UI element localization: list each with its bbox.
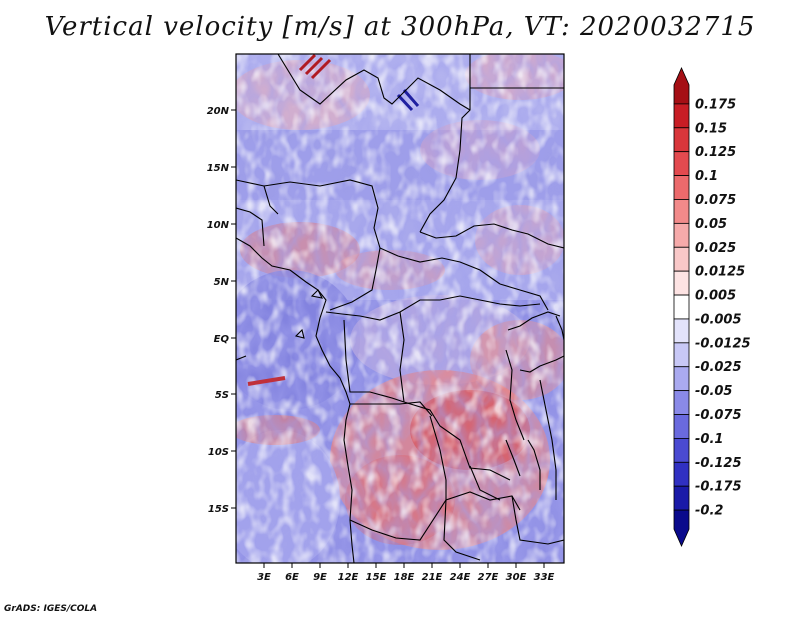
colorbar-segment bbox=[673, 67, 690, 105]
colorbar-segment bbox=[673, 342, 690, 368]
colorbar-label: 0.175 bbox=[695, 97, 736, 112]
lon-label-9e: 9E bbox=[313, 572, 327, 583]
colorbar-label: -0.125 bbox=[695, 456, 742, 471]
colorbar-segment bbox=[673, 509, 690, 547]
lat-label-eq: EQ bbox=[214, 334, 230, 345]
colorbar-segment bbox=[673, 294, 690, 320]
lon-label-27e: 27E bbox=[478, 572, 499, 583]
lon-label-6e: 6E bbox=[285, 572, 299, 583]
colorbar-segment bbox=[673, 151, 690, 176]
colorbar-segment bbox=[673, 318, 690, 344]
colorbar-label: 0.025 bbox=[695, 241, 736, 256]
lon-label-15e: 15E bbox=[366, 572, 387, 583]
chart-title: Vertical velocity [m/s] at 300hPa, VT: 2… bbox=[44, 12, 756, 42]
latitude-labels: 20N 15N 10N 5N EQ 5S 10S 15S bbox=[207, 106, 230, 515]
lon-label-24e: 24E bbox=[450, 572, 471, 583]
colorbar-segment bbox=[673, 390, 690, 415]
colorbar-label: -0.05 bbox=[695, 384, 732, 399]
lat-label-20n: 20N bbox=[207, 106, 230, 117]
colorbar: 0.175 0.15 0.125 0.1 0.075 0.05 0.025 0.0125 0.0… bbox=[673, 67, 751, 547]
colorbar-label: 0.05 bbox=[695, 217, 727, 232]
colorbar-label: -0.175 bbox=[695, 480, 742, 495]
colorbar-segment bbox=[673, 270, 690, 296]
colorbar-label: -0.2 bbox=[695, 504, 723, 519]
colorbar-segment bbox=[673, 246, 690, 272]
colorbar-label: 0.0125 bbox=[695, 265, 745, 280]
lat-label-15s: 15S bbox=[208, 504, 229, 515]
longitude-labels: 3E 6E 9E 12E 15E 18E 21E 24E 27E 30E 33E bbox=[257, 572, 554, 583]
colorbar-label: -0.005 bbox=[695, 312, 742, 327]
colorbar-segment bbox=[673, 438, 690, 463]
lon-label-21e: 21E bbox=[422, 572, 443, 583]
lon-label-18e: 18E bbox=[394, 572, 415, 583]
colorbar-label: 0.125 bbox=[695, 145, 736, 160]
lon-label-3e: 3E bbox=[257, 572, 271, 583]
colorbar-label: 0.075 bbox=[695, 193, 736, 208]
grads-credit: GrADS: IGES/COLA bbox=[4, 604, 98, 614]
colorbar-segment bbox=[673, 485, 690, 511]
lat-label-15n: 15N bbox=[207, 163, 230, 174]
colorbar-segment bbox=[673, 127, 690, 153]
colorbar-label: 0.1 bbox=[695, 169, 718, 184]
lat-label-10s: 10S bbox=[208, 447, 229, 458]
colorbar-label: -0.025 bbox=[695, 360, 742, 375]
map-axis-ticks bbox=[231, 109, 545, 568]
colorbar-segment bbox=[673, 199, 690, 224]
colorbar-segment bbox=[673, 175, 690, 200]
lat-label-5n: 5N bbox=[214, 277, 230, 288]
colorbar-label: 0.15 bbox=[695, 121, 727, 136]
colorbar-label: -0.1 bbox=[695, 432, 723, 447]
lon-label-30e: 30E bbox=[506, 572, 527, 583]
map-panel bbox=[235, 53, 565, 564]
colorbar-segment bbox=[673, 103, 690, 129]
colorbar-label: 0.005 bbox=[695, 289, 736, 304]
lon-label-33e: 33E bbox=[534, 572, 555, 583]
lat-label-5s: 5S bbox=[215, 390, 229, 401]
lat-label-10n: 10N bbox=[207, 220, 230, 231]
colorbar-label: -0.075 bbox=[695, 408, 742, 423]
colorbar-segment bbox=[673, 414, 690, 439]
colorbar-segment bbox=[673, 366, 690, 392]
colorbar-segment bbox=[673, 222, 690, 248]
colorbar-segment bbox=[673, 461, 690, 487]
colorbar-label: -0.0125 bbox=[695, 336, 751, 351]
lon-label-12e: 12E bbox=[338, 572, 359, 583]
